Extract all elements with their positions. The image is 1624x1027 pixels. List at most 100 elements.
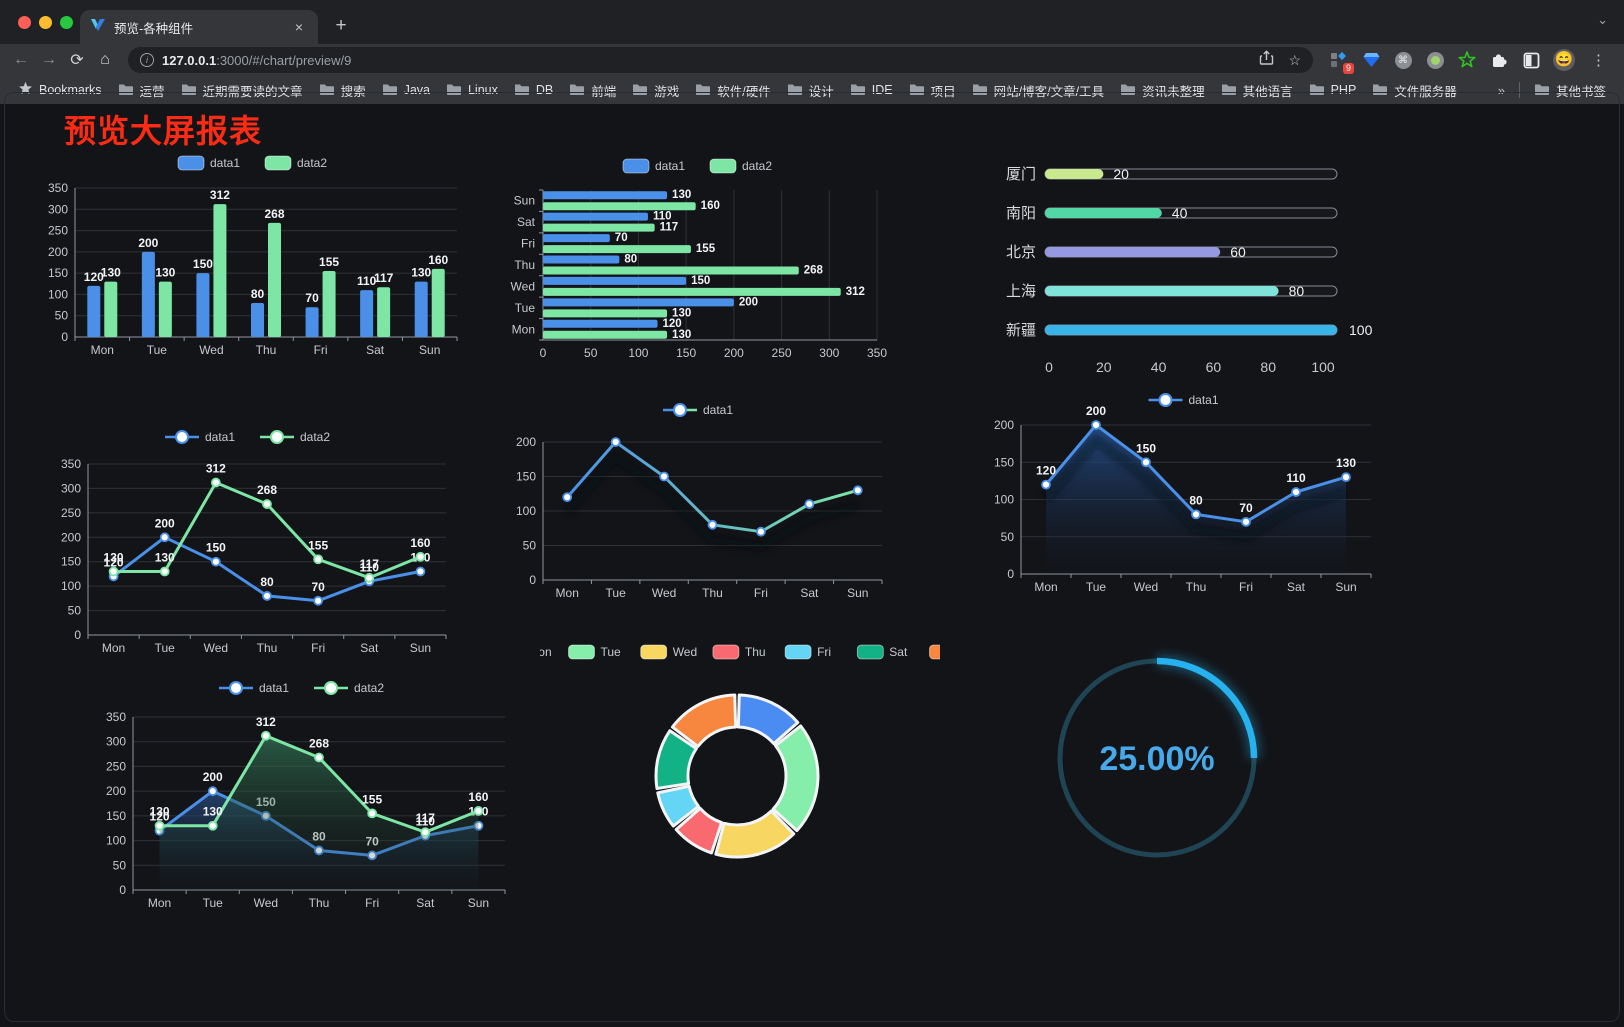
green-star-extension-icon[interactable] <box>1457 50 1477 70</box>
chart-svg: data1 data2 0 50 100 150 200 250 300 350 Mon Tue Wed… <box>106 681 506 910</box>
bookmark-star-icon[interactable]: ☆ <box>1288 51 1301 68</box>
svg-text:110: 110 <box>360 560 380 574</box>
svg-text:200: 200 <box>106 784 126 798</box>
bookmark-item[interactable]: 文件服务器 <box>1364 79 1465 101</box>
folder-icon <box>632 82 648 99</box>
svg-text:Tue: Tue <box>515 301 536 315</box>
chart-line-area-single[interactable]: data1 0 50 100 150 200 Mon Tue Wed Thu Fri Sat Sun 12… <box>983 388 1391 600</box>
svg-text:200: 200 <box>994 418 1014 432</box>
minimize-window-button[interactable] <box>39 16 52 29</box>
svg-text:Thu: Thu <box>257 641 278 655</box>
svg-text:70: 70 <box>615 232 628 244</box>
tab-close-icon[interactable]: × <box>294 19 304 35</box>
chart-line-two-series[interactable]: data1 data2 0 50 100 150 200 250 300 350 Mon Tue Wed… <box>42 422 460 662</box>
svg-text:80: 80 <box>1189 493 1203 507</box>
svg-text:Wed: Wed <box>254 896 278 910</box>
tab-search-chevron-icon[interactable]: ⌄ <box>1597 12 1608 27</box>
svg-text:20: 20 <box>1113 166 1129 182</box>
bookmark-item[interactable]: 设计 <box>779 79 842 101</box>
svg-text:300: 300 <box>61 481 81 495</box>
svg-text:300: 300 <box>819 346 839 360</box>
bookmark-label: 游戏 <box>654 84 680 99</box>
chart-city-progress-bars[interactable]: 厦门 20 南阳 40 北京 60 上海 80 新疆 100 0 20 40 60 80 100 <box>985 148 1395 386</box>
chart-svg: 25.00% <box>1057 654 1261 858</box>
close-window-button[interactable] <box>18 16 31 29</box>
svg-text:Sun: Sun <box>410 641 431 655</box>
svg-text:0: 0 <box>1007 567 1014 581</box>
bookmark-item[interactable]: Linux <box>438 79 506 101</box>
svg-text:Tue: Tue <box>203 896 224 910</box>
svg-text:Sun: Sun <box>514 194 535 208</box>
bookmark-item[interactable]: 其他语言 <box>1213 79 1301 101</box>
forward-icon[interactable]: → <box>41 51 57 68</box>
svg-text:70: 70 <box>311 580 325 594</box>
profile-avatar[interactable]: 😄 <box>1553 49 1575 71</box>
bookmark-item[interactable]: 搜索 <box>311 79 374 101</box>
bookmarks-star-icon <box>18 81 33 99</box>
bookmark-item[interactable]: PHP <box>1301 79 1365 101</box>
svg-text:Thu: Thu <box>309 896 330 910</box>
chart-gauge-percent[interactable]: 25.00% <box>1043 640 1273 872</box>
svg-text:100: 100 <box>1349 322 1373 338</box>
site-info-icon[interactable]: i <box>140 53 154 67</box>
other-bookmarks[interactable]: 其他书签 <box>1526 79 1614 101</box>
chart-line-gradient[interactable]: data1 0 50 100 150 200 Mon Tue Wed Thu Fri Sat Sun <box>503 396 900 608</box>
svg-text:0: 0 <box>119 883 126 897</box>
tab-switcher-extension-icon[interactable]: 9 <box>1329 50 1354 74</box>
svg-text:70: 70 <box>305 291 319 305</box>
reload-icon[interactable]: ⟳ <box>70 52 84 69</box>
svg-text:155: 155 <box>362 792 382 806</box>
address-bar[interactable]: i 127.0.0.1:3000/#/chart/preview/9 ☆ <box>128 47 1313 73</box>
url-text[interactable]: 127.0.0.1:3000/#/chart/preview/9 <box>162 53 351 68</box>
bookmark-item[interactable]: 前端 <box>561 79 624 101</box>
svg-text:上海: 上海 <box>1006 283 1036 300</box>
browser-tab[interactable]: 预览-各种组件 × <box>80 10 318 44</box>
bookmark-item[interactable]: 游戏 <box>624 79 687 101</box>
bookmark-item[interactable]: 资讯未整理 <box>1112 79 1213 101</box>
svg-text:80: 80 <box>1260 359 1276 375</box>
bookmark-item[interactable]: IDE <box>842 79 901 101</box>
bookmark-item[interactable]: Java <box>374 79 438 101</box>
svg-text:268: 268 <box>309 737 329 751</box>
svg-text:200: 200 <box>203 770 223 784</box>
url-path: :3000/#/chart/preview/9 <box>216 52 352 68</box>
share-icon[interactable] <box>1259 49 1274 71</box>
svg-text:data1: data1 <box>259 681 289 695</box>
command-circle-extension-icon[interactable]: ⌘ <box>1393 50 1413 70</box>
svg-text:110: 110 <box>653 211 672 223</box>
svg-text:0: 0 <box>1045 359 1053 375</box>
chart-bar-grouped[interactable]: data1 data2 0 50 100 150 200 250 300 350 Mon Tue Wed… <box>40 148 472 362</box>
zoom-window-button[interactable] <box>60 16 73 29</box>
chart-area-two-series[interactable]: data1 data2 0 50 100 150 200 250 300 350 Mon Tue Wed… <box>93 672 517 917</box>
svg-text:268: 268 <box>264 207 284 221</box>
bookmark-item[interactable]: 网站/博客/文章/工具 <box>964 79 1112 101</box>
bookmark-item[interactable]: 运营 <box>110 79 173 101</box>
folder-icon <box>181 82 197 99</box>
bookmark-item[interactable]: 项目 <box>901 79 964 101</box>
bookmarks-root[interactable]: Bookmarks <box>10 79 110 101</box>
svg-text:Thu: Thu <box>1186 580 1207 594</box>
puzzle-extensions-icon[interactable] <box>1489 50 1509 70</box>
svg-text:268: 268 <box>257 483 277 497</box>
bookmark-item[interactable]: 近期需要读的文章 <box>173 79 311 101</box>
chrome-menu-icon[interactable]: ⋮ <box>1591 52 1606 69</box>
svg-text:117: 117 <box>360 557 380 571</box>
chart-horizontal-bar-grouped[interactable]: data1 data2 0 50 100 150 200 250 300 350 Mon Tue Wed… <box>500 150 902 366</box>
new-tab-button[interactable]: + <box>335 15 347 36</box>
bookmarks-overflow-chevron[interactable]: » <box>1497 82 1505 98</box>
contrast-square-extension-icon[interactable] <box>1521 50 1541 70</box>
svg-text:Tue: Tue <box>147 343 168 357</box>
svg-text:Tue: Tue <box>606 586 627 600</box>
chart-svg: 厦门 20 南阳 40 北京 60 上海 80 新疆 100 0 20 40 60 80 100 <box>1006 166 1373 375</box>
back-icon[interactable]: ← <box>13 51 29 68</box>
bookmark-label: 设计 <box>808 84 834 99</box>
svg-text:data1: data1 <box>210 156 240 170</box>
svg-text:150: 150 <box>206 541 226 555</box>
bookmark-item[interactable]: DB <box>506 79 561 101</box>
gem-extension-icon[interactable] <box>1361 50 1381 70</box>
svg-text:Wed: Wed <box>652 586 676 600</box>
dot-circle-extension-icon[interactable] <box>1425 50 1445 70</box>
bookmark-item[interactable]: 软件/硬件 <box>687 79 778 101</box>
home-icon[interactable]: ⌂ <box>100 51 110 68</box>
